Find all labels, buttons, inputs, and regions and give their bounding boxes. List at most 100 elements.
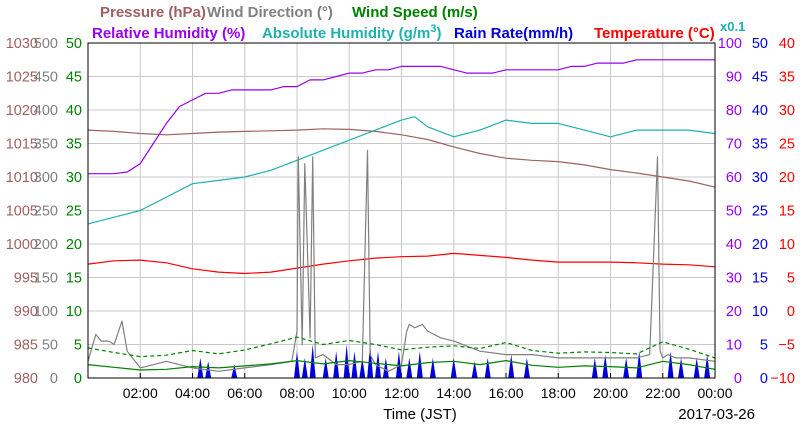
legend-wind-speed: Wind Speed (m/s) (352, 4, 478, 21)
rh-tick-label: 20 (726, 304, 742, 320)
x-axis: 02:00 04:00 06:00 08:00 10:00 12:00 14:00 16:00… (123, 373, 733, 401)
rh-tick-label: 0 (734, 371, 742, 387)
wind-dir-tick-label: 250 (34, 204, 58, 220)
legend-wind-direction: Wind Direction (°) (207, 4, 333, 21)
pressure-tick-label: 990 (14, 304, 38, 320)
rain-rate-spike (374, 351, 381, 378)
wind-speed-line (87, 360, 716, 371)
rain-tick-label: 50 (752, 36, 768, 52)
legend: Pressure (hPa) Wind Direction (°) Wind S… (92, 4, 745, 42)
wind-dir-tick-label: 450 (34, 70, 58, 86)
x-tick-label: 14:00 (436, 385, 471, 401)
x-tick-label: 04:00 (175, 385, 210, 401)
temp-tick-label: 10 (779, 237, 795, 253)
wind-dir-tick-label: 150 (34, 271, 58, 287)
rain-rate-spike (471, 361, 478, 378)
wind-speed-tick-label: 15 (66, 271, 82, 287)
rain-rate-spike (704, 354, 711, 378)
pressure-tick-label: 1025 (6, 70, 38, 86)
wind-speed-tick-label: 45 (66, 70, 82, 86)
rain-rate-spike (416, 351, 423, 378)
rain-tick-label: 45 (752, 70, 768, 86)
pressure-line (87, 128, 716, 188)
x-tick-label: 20:00 (593, 385, 628, 401)
x-tick-label: 16:00 (488, 385, 523, 401)
pressure-tick-label: 1010 (6, 170, 38, 186)
rain-tick-label: 40 (752, 103, 768, 119)
rain-rate-spike (231, 364, 238, 378)
rain-rate-spike (294, 351, 300, 378)
rain-rate-spike (636, 351, 643, 378)
pressure-tick-label: 1030 (6, 36, 38, 52)
legend-relative-humidity: Relative Humidity (%) (92, 25, 245, 42)
pressure-tick-label: 1005 (6, 204, 38, 220)
wind-speed-tick-label: 0 (74, 371, 82, 387)
temp-tick-label: 30 (779, 103, 795, 119)
pressure-tick-label: 995 (14, 271, 38, 287)
rain-tick-label: 15 (752, 271, 768, 287)
legend-temperature: Temperature (°C) (594, 25, 715, 42)
rain-tick-label: 30 (752, 170, 768, 186)
rain-rate-spike (429, 357, 436, 378)
temp-line (87, 252, 716, 275)
rain-rate-spike (406, 357, 413, 378)
x-tick-label: 00:00 (697, 385, 732, 401)
rh-tick-label: 70 (726, 137, 742, 153)
rh-tick-label: 60 (726, 170, 742, 186)
temp-tick-label: 25 (779, 137, 795, 153)
legend-absolute-humidity: Absolute Humidity (g/m3) (262, 23, 441, 42)
wind-dir-tick-label: 0 (50, 371, 58, 387)
temp-tick-label: 0 (787, 304, 795, 320)
rh-line (88, 59, 715, 175)
right-axes: 0102030405060708090100051015202530354045… (718, 36, 795, 387)
rain-tick-label: 0 (760, 371, 768, 387)
wind-dir-tick-label: 200 (34, 237, 58, 253)
rain-rate-spike (351, 351, 358, 378)
rain-rate-spike (367, 344, 374, 378)
legend-ah-end: ) (436, 25, 441, 42)
legend-ah-main: Absolute Humidity (g/m (262, 25, 430, 42)
x-tick-label: 08:00 (279, 385, 314, 401)
legend-ah-scale-note: x0.1 (720, 19, 745, 34)
temp-tick-label: 20 (779, 170, 795, 186)
x-tick-label: 22:00 (645, 385, 680, 401)
x-tick-label: 06:00 (227, 385, 262, 401)
rain-rate-spike (591, 357, 598, 378)
pressure-tick-label: 985 (14, 338, 38, 354)
x-tick-label: 18:00 (541, 385, 576, 401)
rain-rate-spike (450, 357, 457, 378)
rh-tick-label: 100 (718, 36, 742, 52)
rain-rate-spike (667, 351, 674, 378)
rain-rate-spike (678, 357, 685, 378)
wind-dir-tick-label: 500 (34, 36, 58, 52)
temp-tick-label: 15 (779, 204, 795, 220)
pressure-tick-label: 1020 (6, 103, 38, 119)
rain-rate-spike (301, 357, 308, 378)
wind-speed-tick-label: 20 (66, 237, 82, 253)
wind-speed-tick-label: 35 (66, 137, 82, 153)
ah-line (87, 116, 716, 225)
wind-speed-tick-label: 50 (66, 36, 82, 52)
wind-dir-tick-label: 50 (42, 338, 58, 354)
temp-tick-label: 35 (779, 70, 795, 86)
rain-rate-spike (693, 357, 700, 378)
rh-tick-label: 80 (726, 103, 742, 119)
pressure-tick-label: 980 (14, 371, 38, 387)
legend-pressure: Pressure (hPa) (100, 4, 206, 21)
rain-tick-label: 35 (752, 137, 768, 153)
wind-dir-tick-label: 400 (34, 103, 58, 119)
legend-ah-sup: 3 (430, 23, 436, 35)
wind-dir-tick-label: 300 (34, 170, 58, 186)
wind-gust-line (87, 336, 716, 359)
legend-rain-rate: Rain Rate(mm/h) (454, 25, 573, 42)
rain-tick-label: 5 (760, 338, 768, 354)
temp-tick-label: 40 (779, 36, 795, 52)
rain-rate-spike (359, 357, 366, 378)
rain-tick-label: 20 (752, 237, 768, 253)
chart-date: 2017-03-26 (678, 406, 755, 423)
x-tick-label: 02:00 (123, 385, 158, 401)
temp-tick-label: 5 (787, 271, 795, 287)
rain-rate-spike (484, 357, 491, 378)
rain-tick-label: 10 (752, 304, 768, 320)
